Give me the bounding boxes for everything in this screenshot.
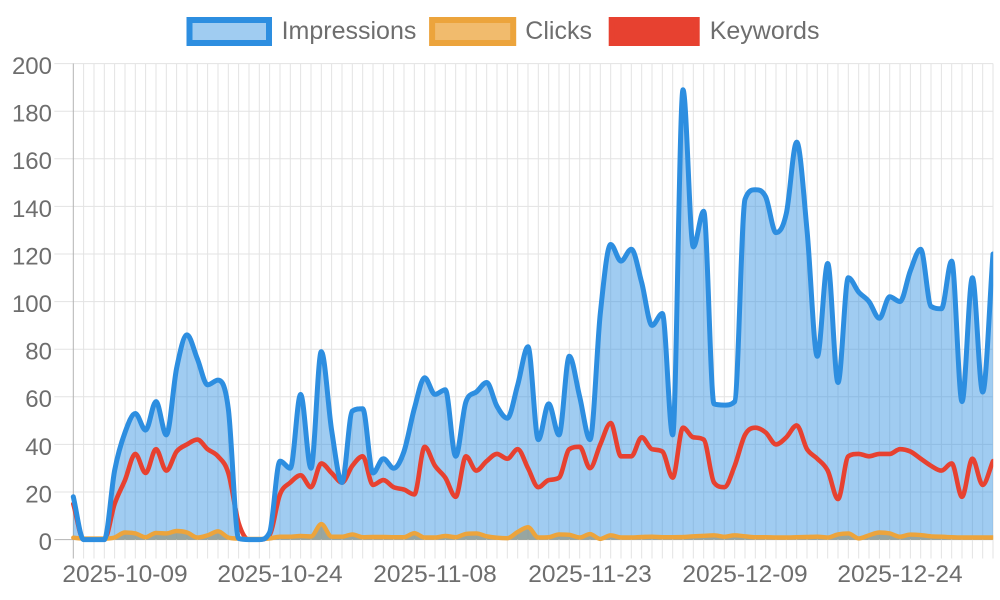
svg-text:0: 0 xyxy=(39,529,52,556)
svg-text:20: 20 xyxy=(25,481,52,508)
svg-text:100: 100 xyxy=(12,291,52,318)
svg-text:2025-11-23: 2025-11-23 xyxy=(528,561,652,588)
svg-text:2025-11-08: 2025-11-08 xyxy=(373,561,497,588)
svg-text:2025-12-09: 2025-12-09 xyxy=(682,561,807,588)
svg-text:60: 60 xyxy=(25,386,52,413)
svg-text:Impressions: Impressions xyxy=(282,17,417,45)
svg-text:40: 40 xyxy=(25,434,52,461)
svg-text:180: 180 xyxy=(12,101,52,128)
svg-text:160: 160 xyxy=(12,148,52,175)
svg-text:80: 80 xyxy=(25,339,52,366)
svg-text:2025-10-09: 2025-10-09 xyxy=(62,561,187,588)
svg-text:140: 140 xyxy=(12,196,52,223)
svg-text:Keywords: Keywords xyxy=(710,17,820,45)
svg-text:Clicks: Clicks xyxy=(525,17,592,45)
svg-text:2025-12-24: 2025-12-24 xyxy=(837,561,962,588)
svg-text:2025-10-24: 2025-10-24 xyxy=(217,561,342,588)
svg-text:200: 200 xyxy=(12,53,52,80)
svg-text:120: 120 xyxy=(12,243,52,270)
